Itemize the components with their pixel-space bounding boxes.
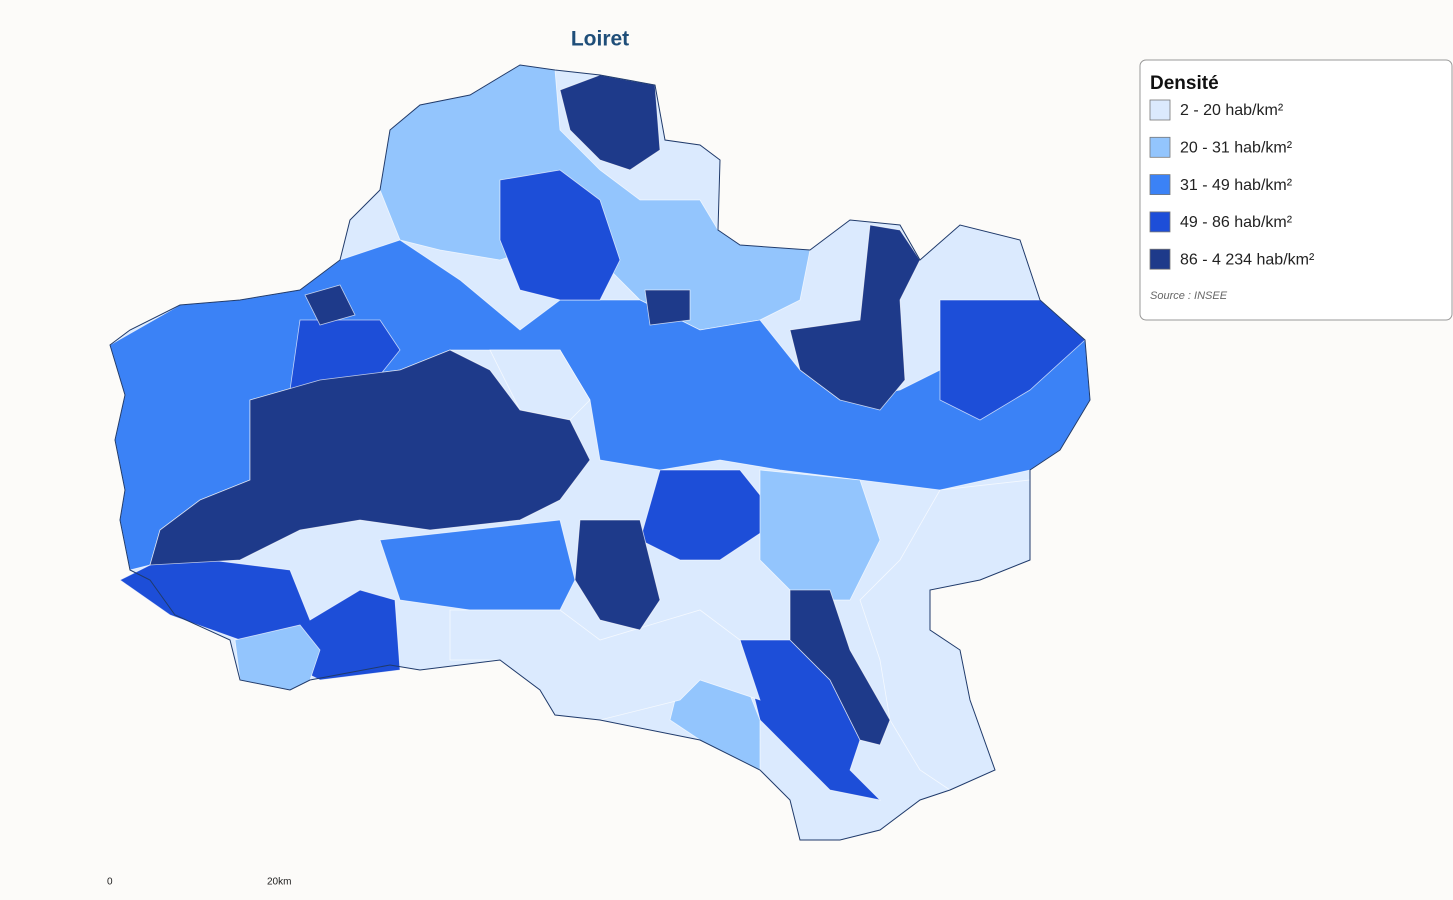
legend-swatch bbox=[1149, 248, 1171, 270]
region bbox=[149, 349, 591, 566]
legend-label: 2 - 20 hab/km² bbox=[1180, 102, 1284, 119]
region bbox=[789, 224, 921, 411]
region bbox=[499, 169, 621, 301]
legend-label: 86 - 4 234 hab/km² bbox=[1180, 251, 1315, 268]
region bbox=[644, 289, 691, 326]
region bbox=[379, 519, 576, 611]
legend-label: 49 - 86 hab/km² bbox=[1180, 214, 1293, 231]
department bbox=[109, 64, 1091, 841]
legend-source: Source : INSEE bbox=[1150, 290, 1228, 302]
legend-swatch bbox=[1149, 174, 1171, 196]
map-title: Loiret bbox=[571, 28, 629, 51]
legend-label: 31 - 49 hab/km² bbox=[1180, 177, 1293, 194]
region bbox=[759, 469, 881, 601]
region bbox=[119, 554, 401, 681]
legend-items: 2 - 20 hab/km² 20 - 31 hab/km² 31 - 49 hab… bbox=[1149, 99, 1315, 270]
legend-title: Densité bbox=[1150, 73, 1219, 94]
legend-swatch bbox=[1149, 99, 1171, 121]
legend-label: 20 - 31 hab/km² bbox=[1180, 140, 1293, 157]
scale-start: 0 bbox=[107, 877, 113, 888]
legend: Densité 2 - 20 hab/km² 20 - 31 hab/km² 31 … bbox=[1139, 59, 1453, 321]
region bbox=[574, 519, 661, 631]
region bbox=[489, 349, 591, 421]
legend-swatch bbox=[1149, 136, 1171, 158]
outline bbox=[109, 64, 1091, 841]
legend-swatch bbox=[1149, 211, 1171, 233]
scale-end: 20km bbox=[267, 877, 291, 888]
legend-box bbox=[1139, 59, 1453, 321]
region bbox=[789, 589, 891, 746]
region bbox=[304, 284, 356, 326]
